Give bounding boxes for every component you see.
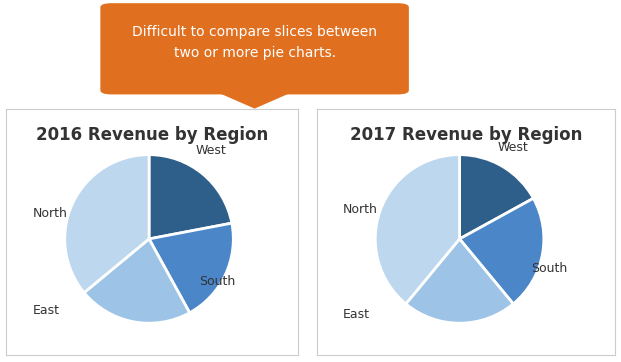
Text: Difficult to compare slices between
two or more pie charts.: Difficult to compare slices between two … — [132, 25, 377, 60]
Wedge shape — [65, 155, 149, 292]
Text: South: South — [531, 262, 568, 275]
Polygon shape — [212, 90, 297, 109]
Text: North: North — [343, 203, 378, 216]
Wedge shape — [149, 223, 233, 313]
Wedge shape — [375, 155, 460, 304]
Wedge shape — [149, 155, 232, 239]
FancyBboxPatch shape — [101, 3, 409, 94]
Text: South: South — [199, 274, 236, 287]
Wedge shape — [460, 198, 544, 304]
Text: East: East — [343, 308, 370, 321]
Wedge shape — [406, 239, 514, 323]
Text: West: West — [497, 142, 528, 155]
Wedge shape — [460, 155, 533, 239]
Text: 2017 Revenue by Region: 2017 Revenue by Region — [350, 126, 582, 144]
Text: West: West — [196, 144, 226, 157]
Text: North: North — [33, 207, 68, 220]
Text: East: East — [33, 304, 60, 317]
Wedge shape — [84, 239, 189, 323]
Text: 2016 Revenue by Region: 2016 Revenue by Region — [36, 126, 268, 144]
